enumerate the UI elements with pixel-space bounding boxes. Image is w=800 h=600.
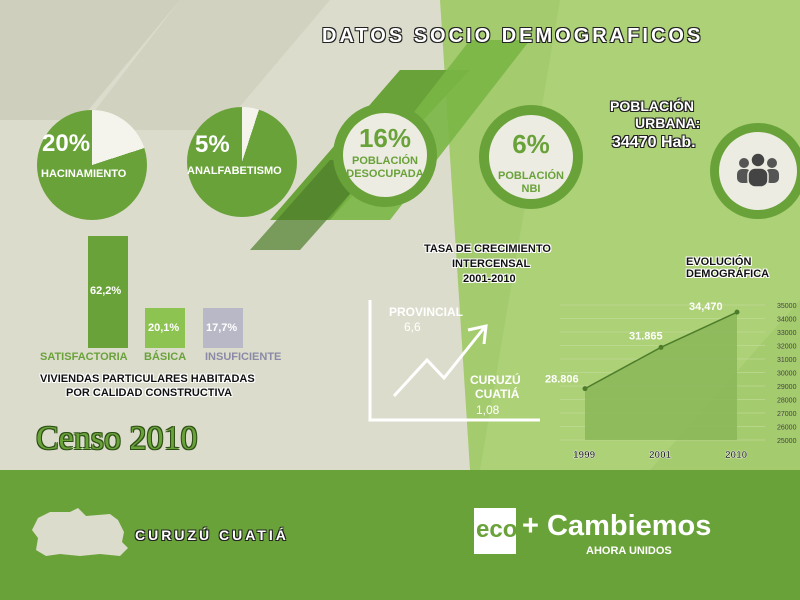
bar-basica bbox=[145, 308, 185, 348]
pie-label: HACINAMIENTO bbox=[41, 168, 127, 180]
growth-title-2: INTERCENSAL bbox=[452, 258, 531, 270]
pie-label: ANALFABETISMO bbox=[187, 165, 282, 177]
growth-title-1: TASA DE CRECIMIENTO bbox=[424, 243, 551, 255]
eco-logo: eco bbox=[474, 508, 518, 554]
housing-caption-1: VIVIENDAS PARTICULARES HABITADAS bbox=[40, 373, 255, 385]
y-tick-label: 28000 bbox=[777, 398, 797, 405]
eco-logo-text: eco bbox=[476, 516, 518, 543]
data-label: 31.865 bbox=[629, 330, 663, 342]
housing-caption-2: POR CALIDAD CONSTRUCTIVA bbox=[66, 387, 233, 399]
data-point bbox=[658, 344, 664, 350]
ring-label-1: POBLACIÓN bbox=[498, 170, 564, 182]
data-point bbox=[734, 309, 740, 315]
y-tick-label: 26000 bbox=[777, 425, 797, 432]
housing-bar-chart: 62,2% 20,1% 17,7% SATISFACTORIA BÁSICA I… bbox=[30, 230, 300, 370]
bar-satisfactoria bbox=[88, 236, 128, 348]
desocupada-ring: 16% POBLACIÓN DESOCUPADA bbox=[333, 103, 437, 207]
data-point bbox=[582, 386, 588, 392]
x-tick-label: 2001 bbox=[649, 450, 672, 461]
urban-ring bbox=[710, 123, 800, 219]
bar-value: 62,2% bbox=[90, 285, 122, 297]
ring-label-2: DESOCUPADA bbox=[346, 168, 424, 180]
nbi-ring: 6% POBLACIÓN NBI bbox=[479, 105, 583, 209]
chart-title-1: EVOLUCIÓN DEMOGRÁFICA bbox=[686, 256, 770, 280]
y-tick-label: 30000 bbox=[777, 371, 797, 378]
x-tick-label: 1999 bbox=[573, 450, 596, 461]
pie-value: 20% bbox=[42, 130, 91, 157]
local-label-1: CURUZÚ bbox=[470, 373, 521, 387]
city-name: CURUZÚ CUATIÁ bbox=[135, 527, 289, 543]
y-tick-label: 31000 bbox=[777, 357, 797, 364]
y-tick-label: 34000 bbox=[777, 317, 797, 324]
area-series bbox=[585, 312, 737, 440]
ring-label-2: NBI bbox=[521, 183, 541, 195]
local-value: 1,08 bbox=[476, 403, 500, 417]
census-title: Censo 2010 bbox=[36, 420, 198, 457]
pie-value: 5% bbox=[195, 131, 230, 158]
ring-label-1: POBLACIÓN bbox=[352, 155, 418, 167]
bar-category: BÁSICA bbox=[144, 351, 187, 363]
brand-name: + Cambiemos bbox=[522, 510, 712, 542]
analfabetismo-pie: 5% ANALFABETISMO bbox=[187, 107, 297, 217]
bar-value: 20,1% bbox=[148, 322, 180, 334]
y-tick-label: 29000 bbox=[777, 384, 797, 391]
people-group-icon bbox=[737, 152, 779, 188]
y-tick-label: 27000 bbox=[777, 411, 797, 418]
urban-line2: URBANA: bbox=[635, 115, 701, 131]
hacinamiento-pie: 20% HACINAMIENTO bbox=[37, 110, 147, 220]
bar-category: INSUFICIENTE bbox=[205, 351, 282, 363]
y-tick-label: 35000 bbox=[777, 303, 797, 310]
data-label: 28.806 bbox=[545, 374, 579, 386]
provincial-value: 6,6 bbox=[404, 320, 421, 334]
ring-value: 6% bbox=[512, 129, 550, 159]
page-title: DATOS SOCIO DEMOGRAFICOS bbox=[322, 25, 704, 47]
growth-title-3: 2001-2010 bbox=[463, 273, 516, 285]
y-tick-label: 25000 bbox=[777, 438, 797, 445]
bar-insuficiente bbox=[203, 308, 243, 348]
data-label: 34,470 bbox=[689, 301, 723, 313]
footer-band bbox=[0, 470, 800, 600]
urban-line1: POBLACIÓN bbox=[610, 98, 694, 114]
evolution-chart: 35000 34000 33000 32000 31000 30000 29000 28000… bbox=[545, 301, 797, 461]
brand-tagline: AHORA UNIDOS bbox=[586, 545, 672, 557]
y-tick-label: 32000 bbox=[777, 344, 797, 351]
x-tick-label: 2010 bbox=[725, 450, 748, 461]
bar-value: 17,7% bbox=[206, 322, 238, 334]
growth-arrow-graphic bbox=[368, 300, 540, 422]
city-map-icon bbox=[32, 508, 128, 556]
provincial-label: PROVINCIAL bbox=[389, 305, 464, 319]
bar-category: SATISFACTORIA bbox=[40, 351, 128, 363]
local-label-2: CUATIÁ bbox=[475, 387, 520, 401]
y-tick-label: 33000 bbox=[777, 330, 797, 337]
urban-value: 34470 Hab. bbox=[612, 134, 696, 151]
ring-value: 16% bbox=[358, 123, 412, 153]
